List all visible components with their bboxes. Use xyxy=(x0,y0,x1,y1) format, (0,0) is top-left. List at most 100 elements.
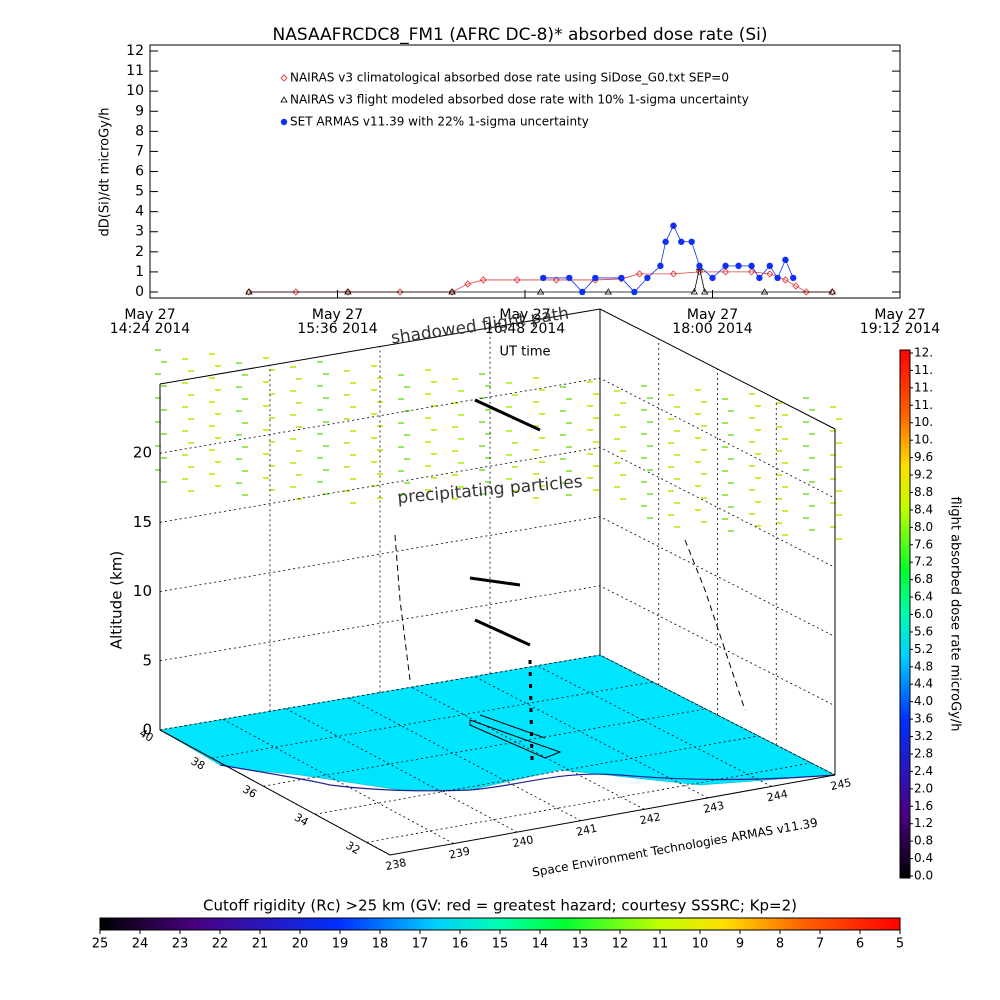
legend-label: NAIRAS v3 climatological absorbed dose r… xyxy=(290,71,729,85)
colorbar-tick-label: 12. xyxy=(914,346,933,360)
colorbar-tick-label: 9.6 xyxy=(914,450,933,464)
colorbar-tick-label: 5 xyxy=(896,937,904,952)
y-tick-label: 0 xyxy=(135,284,144,300)
x-tick-label: May 27 xyxy=(499,307,550,323)
lat-tick-label: 36 xyxy=(240,783,259,801)
data-point xyxy=(631,288,638,296)
colorbar-tick-label: 9 xyxy=(736,937,744,952)
data-point xyxy=(756,274,763,282)
colorbar-tick-label: 11. xyxy=(914,380,933,394)
lon-tick-label: 241 xyxy=(575,822,598,839)
colorbar-tick-label: 5.2 xyxy=(914,642,933,656)
grid-line xyxy=(314,735,759,815)
series-line xyxy=(543,224,794,293)
data-point xyxy=(722,262,729,270)
y-axis-label: dD(Si)/dt microGy/h xyxy=(98,108,113,237)
colorbar-tick-label: 0.0 xyxy=(914,869,933,883)
data-point xyxy=(670,222,677,229)
colorbar-tick-label: 9.2 xyxy=(914,468,933,482)
footer: Space Environment Technologies ARMAS v11… xyxy=(531,815,819,879)
lon-tick-label: 242 xyxy=(639,810,662,827)
colorbar-tick-label: 4.0 xyxy=(914,694,933,708)
lat-tick-label: 38 xyxy=(189,755,208,773)
grid-line xyxy=(159,585,836,707)
z-tick-label: 20 xyxy=(133,444,152,462)
lon-tick-label: 240 xyxy=(511,833,534,850)
data-point xyxy=(782,256,789,264)
colorbar-tick-label: 1.6 xyxy=(914,799,933,813)
grid-line xyxy=(222,718,454,844)
data-point xyxy=(566,274,573,282)
colorbar-tick-label: 2.0 xyxy=(914,781,933,795)
colorbar-tick-label: 11. xyxy=(914,398,933,412)
colorbar-tick-label: 8.0 xyxy=(914,520,933,534)
colorbar-tick-label: 19 xyxy=(332,937,349,952)
data-point xyxy=(448,288,456,295)
colorbar-tick-label: 7 xyxy=(816,937,824,952)
y-tick-label: 3 xyxy=(135,224,144,240)
legend-marker xyxy=(280,118,288,126)
data-point xyxy=(700,288,709,295)
x-tick-label: May 27 xyxy=(874,307,925,323)
data-point xyxy=(245,288,253,296)
data-point xyxy=(760,288,769,295)
colorbar-tick-label: 18 xyxy=(372,937,389,952)
data-point xyxy=(781,276,790,284)
data-point xyxy=(747,268,756,276)
colorbar-tick-label: 12 xyxy=(612,937,629,952)
y-tick-label: 2 xyxy=(135,244,144,260)
data-point xyxy=(604,288,613,295)
data-point xyxy=(774,274,781,282)
data-point xyxy=(579,288,586,296)
colorbar-tick-label: 21 xyxy=(252,937,269,952)
grid-line xyxy=(599,654,836,776)
colorbar-tick-label: 22 xyxy=(212,937,229,952)
colorbar-tick-label: 2.4 xyxy=(914,764,933,778)
grid-line xyxy=(159,654,601,731)
colorbar-tick-label: 16 xyxy=(452,937,469,952)
colorbar-tick-label: 25 xyxy=(92,937,109,952)
legend-marker xyxy=(280,96,288,103)
lat-tick-label: 40 xyxy=(137,726,156,744)
series-line xyxy=(248,267,833,293)
z-axis-label: Altitude (km) xyxy=(108,551,126,649)
flight-path xyxy=(469,398,541,647)
z-tick-label: 0 xyxy=(142,721,152,739)
colorbar-tick-label: 10. xyxy=(914,415,933,429)
data-point xyxy=(552,276,560,284)
flight-path xyxy=(528,659,534,761)
colorbar-tick-label: 7.6 xyxy=(914,537,933,551)
x-axis-label: UT time xyxy=(500,345,551,360)
annotation: shadowed flight path xyxy=(390,304,571,349)
data-point xyxy=(536,288,545,295)
data-point xyxy=(657,262,664,270)
coastline xyxy=(219,764,836,792)
y-tick-label: 4 xyxy=(135,204,144,220)
data-point xyxy=(678,238,685,245)
data-point xyxy=(245,288,253,295)
x-tick-label: May 27 xyxy=(124,307,175,323)
grid-line xyxy=(411,686,645,810)
x-tick-label: 19:12 2014 xyxy=(860,321,941,337)
x-tick-label: May 27 xyxy=(687,307,738,323)
legend-label: NAIRAS v3 flight modeled absorbed dose r… xyxy=(290,93,749,107)
lat-tick-label: 32 xyxy=(344,839,363,857)
legend-marker xyxy=(280,74,288,82)
data-point xyxy=(828,288,836,296)
data-point xyxy=(721,268,730,276)
grid-line xyxy=(285,708,518,833)
colorbar-tick-label: 7.2 xyxy=(914,555,933,569)
y-tick-label: 7 xyxy=(135,143,144,159)
data-point xyxy=(592,274,599,282)
colorbar-horizontal xyxy=(99,917,901,931)
colorbar-tick-label: 8.4 xyxy=(914,502,933,516)
data-point xyxy=(344,288,352,296)
colorbar-tick-label: 6 xyxy=(856,937,864,952)
y-tick-label: 8 xyxy=(135,123,144,139)
colorbar-tick-label: 1.2 xyxy=(914,816,933,830)
data-point xyxy=(448,288,456,296)
grid-line xyxy=(159,729,391,856)
data-point xyxy=(735,262,742,270)
colorbar-tick-label: 6.8 xyxy=(914,572,933,586)
data-point xyxy=(479,276,487,284)
